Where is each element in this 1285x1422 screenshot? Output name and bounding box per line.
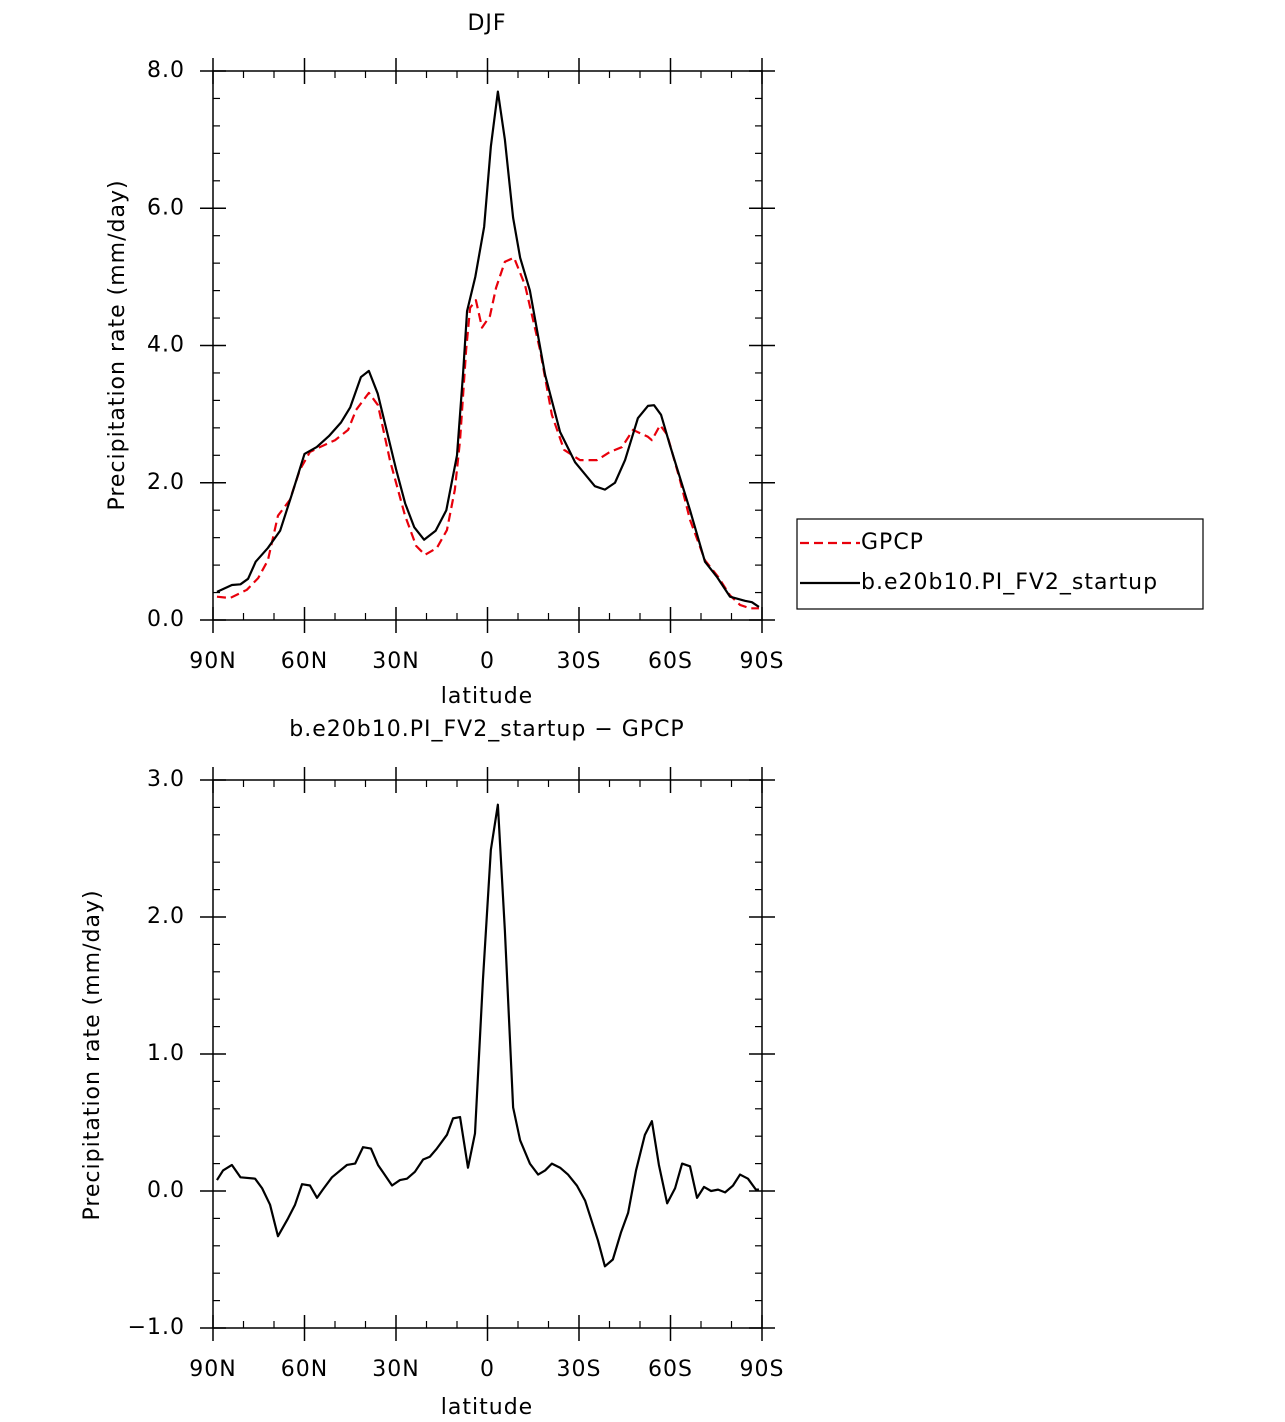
x-tick-label: 60N	[281, 649, 328, 674]
x-tick-label: 90S	[740, 1357, 785, 1382]
x-tick-label: 90S	[740, 649, 785, 674]
x-axis-label: latitude	[441, 684, 533, 709]
x-tick-label: 0	[480, 649, 495, 674]
y-axis-label: Precipitation rate (mm/day)	[105, 179, 130, 510]
plot-frame	[212, 70, 763, 621]
y-tick-label: 2.0	[147, 470, 185, 495]
y-tick-label: −1.0	[128, 1315, 185, 1340]
x-tick-label: 30S	[557, 1357, 602, 1382]
data-line	[216, 256, 759, 610]
x-tick-label: 30N	[372, 649, 419, 674]
y-tick-label: 6.0	[147, 195, 185, 220]
x-axis-label: latitude	[441, 1395, 533, 1420]
x-tick-label: 90N	[189, 1357, 236, 1382]
chart-title: b.e20b10.PI_FV2_startup − GPCP	[289, 717, 684, 742]
x-tick-label: 0	[480, 1357, 495, 1382]
x-tick-label: 60S	[648, 649, 693, 674]
data-line	[216, 803, 759, 1268]
y-axis-label: Precipitation rate (mm/day)	[80, 889, 105, 1220]
y-tick-label: 4.0	[147, 333, 185, 358]
y-tick-label: 0.0	[147, 1178, 185, 1203]
chart-title: DJF	[467, 11, 506, 36]
legend-label: GPCP	[861, 530, 924, 555]
data-line	[216, 90, 760, 608]
x-tick-label: 30S	[557, 649, 602, 674]
y-tick-label: 8.0	[147, 58, 185, 83]
x-tick-label: 90N	[189, 649, 236, 674]
y-tick-label: 2.0	[147, 904, 185, 929]
plot-frame	[212, 779, 763, 1329]
x-tick-label: 60S	[648, 1357, 693, 1382]
x-tick-label: 30N	[372, 1357, 419, 1382]
y-tick-label: 1.0	[147, 1041, 185, 1066]
y-tick-label: 0.0	[147, 607, 185, 632]
y-tick-label: 3.0	[147, 767, 185, 792]
legend-label: b.e20b10.PI_FV2_startup	[861, 570, 1158, 595]
x-tick-label: 60N	[281, 1357, 328, 1382]
legend-box	[796, 518, 1204, 610]
